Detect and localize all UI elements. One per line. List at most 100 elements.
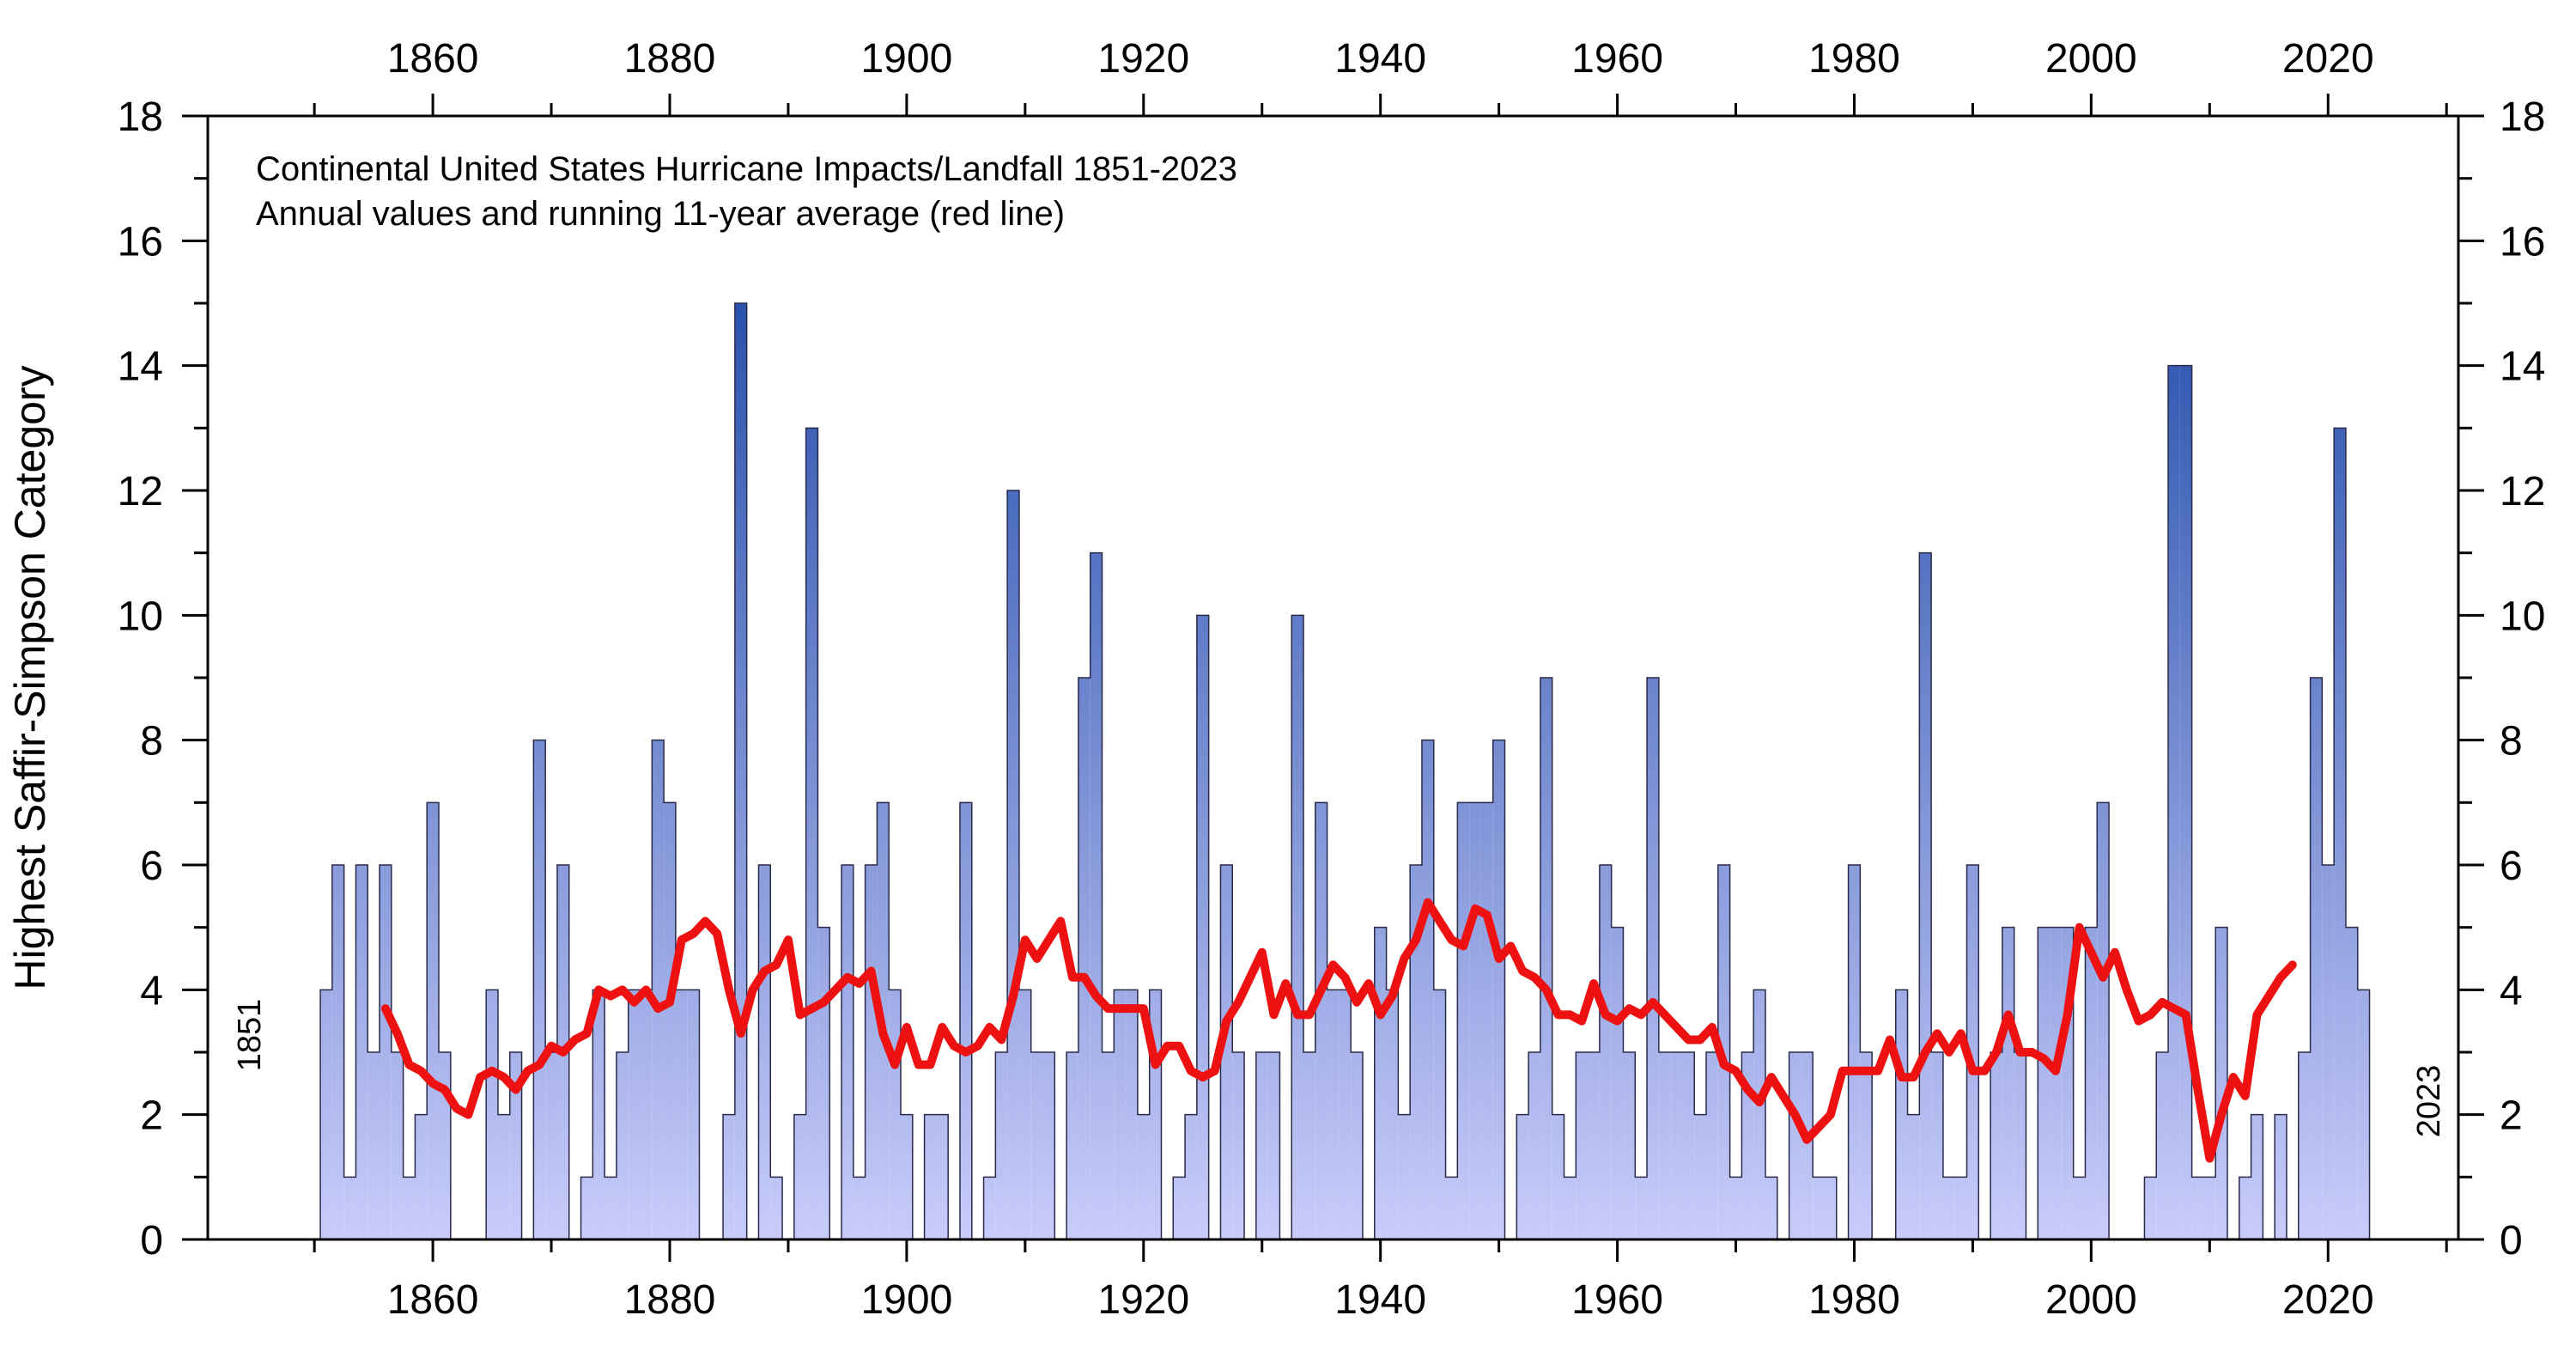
bar-1858 (403, 1177, 416, 1239)
start-year-label: 1851 (232, 999, 268, 1072)
bar-1931 (1267, 1052, 1280, 1239)
bar-1935 (1315, 802, 1327, 1239)
chart-subtitle: Annual values and running 11-year averag… (256, 195, 1065, 233)
bar-1968 (1706, 1052, 1718, 1239)
bar-1999 (2073, 1177, 2086, 1239)
bar-1859 (415, 1114, 428, 1239)
bar-1936 (1327, 990, 1340, 1239)
bar-1881 (675, 990, 688, 1239)
bar-1918 (1114, 990, 1127, 1239)
y-tick-label-right-2: 2 (2500, 1093, 2523, 1139)
bar-1925 (1196, 615, 1209, 1239)
bar-1857 (391, 1052, 404, 1239)
bar-1896 (853, 1177, 866, 1239)
bar-1861 (439, 1052, 451, 1239)
bar-1988 (1942, 1177, 1955, 1239)
bar-1953 (1528, 1052, 1540, 1239)
y-tick-label-left-14: 14 (118, 344, 163, 390)
bar-1981 (1860, 1052, 1873, 1239)
running-average-line (380, 898, 2297, 1163)
bar-1948 (1469, 802, 1481, 1239)
bar-1907 (983, 1177, 996, 1239)
bar-1945 (1433, 990, 1446, 1239)
y-tick-label-left-18: 18 (118, 94, 163, 140)
bar-1853 (343, 1177, 356, 1239)
y-tick-label-right-0: 0 (2500, 1218, 2523, 1264)
bar-1923 (1173, 1177, 1186, 1239)
x-tick-label-bottom-1960: 1960 (1571, 1277, 1663, 1323)
bar-1959 (1599, 865, 1612, 1239)
x-tick-label-bottom-2000: 2000 (2045, 1277, 2137, 1323)
bar-1899 (889, 990, 901, 1239)
bar-1971 (1741, 1052, 1754, 1239)
bar-1895 (841, 865, 854, 1239)
bar-1997 (2050, 927, 2062, 1239)
bar-1996 (2038, 927, 2050, 1239)
y-tick-label-left-6: 6 (140, 843, 163, 889)
bar-1941 (1386, 990, 1399, 1239)
y-tick-label-right-18: 18 (2500, 94, 2545, 140)
x-tick-label-bottom-1880: 1880 (624, 1277, 716, 1323)
bar-1975 (1789, 1052, 1801, 1239)
bar-1973 (1765, 1177, 1777, 1239)
bar-1960 (1611, 927, 1624, 1239)
bar-1865 (486, 990, 498, 1239)
bar-1937 (1339, 990, 1352, 1239)
bar-2019 (2310, 678, 2323, 1239)
bar-1930 (1255, 1052, 1268, 1239)
bar-1938 (1351, 1052, 1363, 1239)
bar-1905 (959, 802, 972, 1239)
bar-1987 (1931, 1052, 1943, 1239)
bar-1934 (1303, 1052, 1315, 1239)
x-tick-label-bottom-1920: 1920 (1097, 1277, 1189, 1323)
y-tick-label-left-10: 10 (118, 594, 163, 639)
bar-1964 (1658, 1052, 1671, 1239)
bar-1943 (1410, 865, 1422, 1239)
bar-1893 (817, 927, 830, 1239)
bar-1885 (723, 1114, 735, 1239)
bar-2016 (2275, 1114, 2287, 1239)
bar-1880 (664, 802, 676, 1239)
x-tick-label-top-1920: 1920 (1097, 36, 1189, 82)
bar-1947 (1457, 802, 1470, 1239)
y-tick-label-left-8: 8 (140, 719, 163, 764)
bar-1992 (1990, 1052, 2002, 1239)
bar-1985 (1907, 1114, 1920, 1239)
bar-1952 (1516, 1114, 1529, 1239)
y-tick-label-right-12: 12 (2500, 469, 2545, 515)
bar-1900 (900, 1114, 913, 1239)
bar-1919 (1126, 990, 1138, 1239)
bar-1961 (1623, 1052, 1636, 1239)
bar-2006 (2156, 1052, 2169, 1239)
bar-1915 (1078, 678, 1091, 1239)
y-tick-label-right-10: 10 (2500, 594, 2545, 639)
bar-1891 (793, 1114, 806, 1239)
bar-1892 (805, 428, 818, 1240)
bar-1978 (1824, 1177, 1837, 1239)
bar-1976 (1801, 1052, 1814, 1239)
bar-1875 (605, 1177, 617, 1239)
bar-1924 (1185, 1114, 1197, 1239)
bar-1912 (1042, 1052, 1055, 1239)
bar-1966 (1682, 1052, 1695, 1239)
bar-1958 (1588, 1052, 1600, 1239)
bar-1867 (509, 1052, 522, 1239)
x-tick-label-top-2000: 2000 (2045, 36, 2137, 82)
bar-1879 (652, 740, 665, 1239)
bar-1917 (1102, 1052, 1115, 1239)
bar-2001 (2097, 802, 2110, 1239)
bar-1886 (734, 303, 747, 1239)
x-tick-label-bottom-2020: 2020 (2282, 1277, 2374, 1323)
bar-1866 (497, 1114, 510, 1239)
y-tick-label-right-16: 16 (2500, 219, 2545, 265)
bar-1855 (368, 1052, 380, 1239)
bar-2014 (2251, 1114, 2263, 1239)
bar-1980 (1848, 865, 1861, 1239)
bar-1954 (1540, 678, 1552, 1239)
x-tick-label-top-1940: 1940 (1334, 36, 1426, 82)
bar-1989 (1954, 1177, 1967, 1239)
x-tick-label-top-1880: 1880 (624, 36, 716, 82)
bar-1902 (924, 1114, 937, 1239)
x-tick-label-bottom-1980: 1980 (1808, 1277, 1900, 1323)
